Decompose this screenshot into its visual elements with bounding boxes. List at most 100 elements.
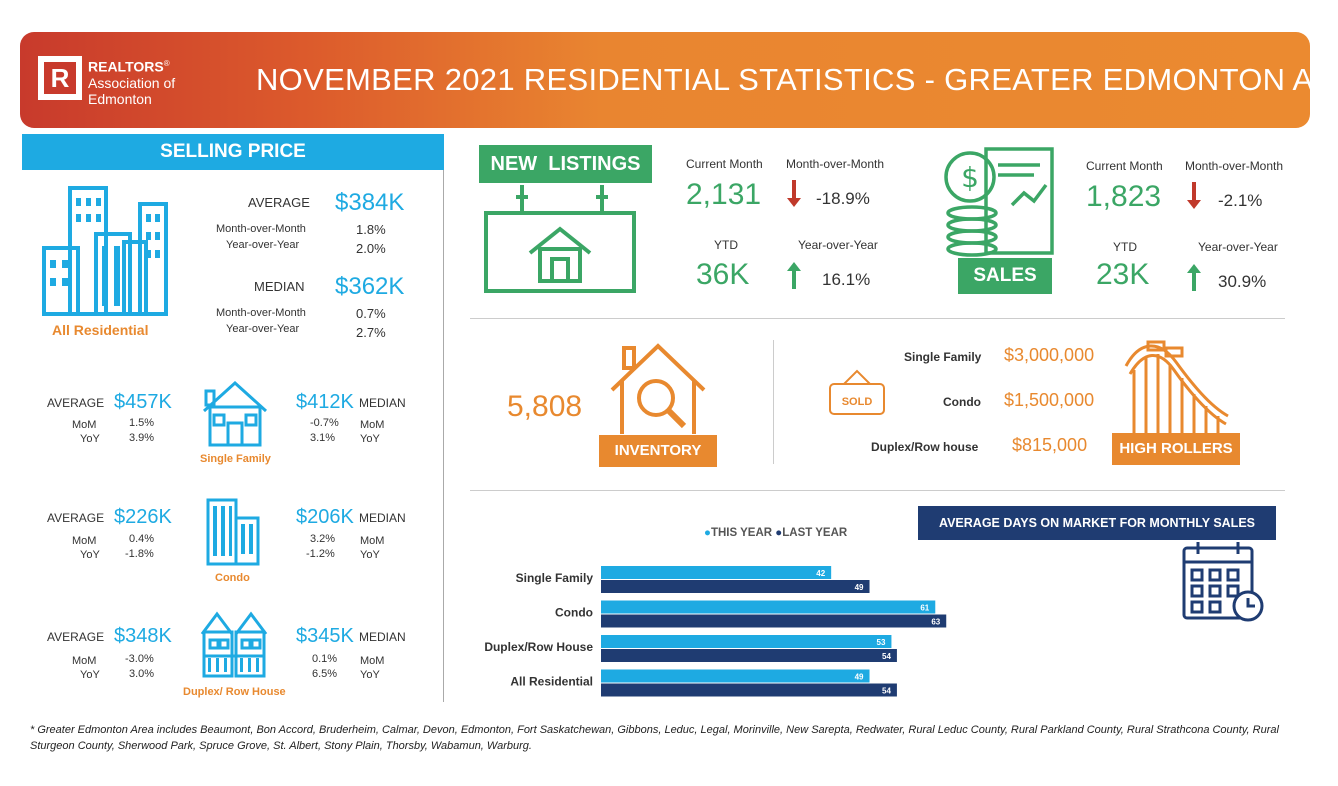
buildings-icon xyxy=(42,186,168,316)
duplex-yoy-label: YoY xyxy=(80,669,100,681)
logo-line1: REALTORS xyxy=(88,58,164,75)
page-title: NOVEMBER 2021 RESIDENTIAL STATISTICS - G… xyxy=(256,62,1338,97)
nl-mom-down-arrow-icon xyxy=(787,180,801,207)
condo-avg-mom: 0.4% xyxy=(129,533,155,545)
sales-ytd: 23K xyxy=(1096,258,1150,291)
single-family-house-icon xyxy=(202,380,268,447)
condo-med-mom-label: MoM xyxy=(360,535,385,547)
sales-mom-down-arrow-icon xyxy=(1187,182,1201,209)
sales-money-icon: $ xyxy=(944,147,1054,257)
sold-sign-icon xyxy=(829,369,885,415)
logo-text: REALTORS® Association of Edmonton xyxy=(88,56,175,107)
duplex-median: $345K xyxy=(296,625,354,647)
bar-this-year xyxy=(601,600,936,614)
hr-sf-type: Single Family xyxy=(904,350,982,364)
bar-this-year xyxy=(601,635,892,648)
sf-med-mom: -0.7% xyxy=(310,417,339,429)
condo-med-mom: 3.2% xyxy=(310,533,336,545)
selling-price-header: SELLING PRICE xyxy=(22,134,444,170)
category-label: Duplex/Row House xyxy=(484,640,593,654)
nl-ytd-label: YTD xyxy=(714,238,738,252)
sf-mom-label: MoM xyxy=(72,419,97,431)
legend-last-year-dot: ● xyxy=(775,527,783,539)
all-median-value: $362K xyxy=(335,273,405,300)
title-banner xyxy=(20,32,1310,128)
bar-last-year xyxy=(601,580,870,593)
legend-this-year-dot: ● xyxy=(704,527,711,539)
sales-yoy: 30.9% xyxy=(1218,272,1267,291)
realtors-r-icon: R xyxy=(44,62,76,94)
bar-value-label: 49 xyxy=(855,673,864,682)
nl-yoy-up-arrow-icon xyxy=(787,262,801,289)
logo-line3: Edmonton xyxy=(88,90,152,107)
condo-mom-label: MoM xyxy=(72,535,97,547)
legend-this-year: THIS YEAR xyxy=(710,527,773,539)
inventory-divider xyxy=(773,340,774,464)
condo-median: $206K xyxy=(296,506,354,528)
bar-value-label: 61 xyxy=(920,604,929,613)
bar-this-year xyxy=(601,566,832,579)
nl-ytd: 36K xyxy=(696,258,750,291)
high-rollers-label: HIGH ROLLERS xyxy=(1112,433,1240,465)
condo-med-yoy: -1.2% xyxy=(306,548,335,560)
duplex-avg-label: AVERAGE xyxy=(47,630,105,644)
sf-med-mom-label: MoM xyxy=(360,419,385,431)
bar-value-label: 54 xyxy=(882,687,891,696)
category-label: Condo xyxy=(555,606,593,620)
all-med-mom: 0.7% xyxy=(356,306,386,321)
hr-condo-price: $1,500,000 xyxy=(1004,390,1095,410)
all-med-yoy-label: Year-over-Year xyxy=(226,323,300,335)
listing-sign-icon xyxy=(484,185,636,293)
sales-mom: -2.1% xyxy=(1218,191,1263,210)
logo-line2: Association of xyxy=(88,74,176,91)
duplex-med-yoy: 6.5% xyxy=(312,668,338,680)
nl-mom: -18.9% xyxy=(816,189,870,208)
hr-duplex-price: $815,000 xyxy=(1012,435,1088,455)
condo-avg-label: AVERAGE xyxy=(47,511,105,525)
all-avg-mom: 1.8% xyxy=(356,222,386,237)
sf-avg-yoy: 3.9% xyxy=(129,432,155,444)
duplex-median-label: MEDIAN xyxy=(359,630,406,644)
condo-building-icon xyxy=(206,498,260,566)
condo-avg-yoy: -1.8% xyxy=(125,548,154,560)
all-med-yoy: 2.7% xyxy=(356,325,386,340)
inventory-label: INVENTORY xyxy=(599,435,717,467)
sf-caption: Single Family xyxy=(200,453,271,465)
sf-avg-mom: 1.5% xyxy=(129,417,155,429)
duplex-mom-label: MoM xyxy=(72,655,97,667)
sales-yoy-label: Year-over-Year xyxy=(1198,240,1278,254)
condo-yoy-label: YoY xyxy=(80,549,100,561)
hr-sf-price: $3,000,000 xyxy=(1004,345,1095,365)
logo-reg: ® xyxy=(163,59,170,68)
sales-mom-label: Month-over-Month xyxy=(1185,159,1284,173)
sf-avg-label: AVERAGE xyxy=(47,396,105,410)
legend-last-year: LAST YEAR xyxy=(782,527,848,539)
hr-condo-type: Condo xyxy=(943,395,981,409)
bar-value-label: 63 xyxy=(931,618,940,627)
svg-text:$: $ xyxy=(961,161,979,194)
inventory-house-search-icon xyxy=(610,343,706,434)
bar-this-year xyxy=(601,669,870,683)
footnote: * Greater Edmonton Area includes Beaumon… xyxy=(30,724,1279,752)
nl-current-month: 2,131 xyxy=(686,178,762,211)
sf-median-label: MEDIAN xyxy=(359,396,406,410)
section-divider-2 xyxy=(470,490,1285,491)
all-average-label: AVERAGE xyxy=(248,195,310,210)
sales-sign: SALES xyxy=(958,258,1052,294)
roller-coaster-icon xyxy=(1124,340,1229,440)
bar-last-year xyxy=(601,649,897,662)
all-residential-caption: All Residential xyxy=(52,322,149,338)
sf-med-yoy-label: YoY xyxy=(360,433,380,445)
sf-avg: $457K xyxy=(114,391,172,413)
section-divider-1 xyxy=(470,318,1285,319)
condo-caption: Condo xyxy=(215,572,250,584)
duplex-avg: $348K xyxy=(114,625,172,647)
inventory-value: 5,808 xyxy=(507,390,583,423)
bar-value-label: 49 xyxy=(855,583,864,592)
category-label: All Residential xyxy=(510,675,593,689)
hr-duplex-type: Duplex/Row house xyxy=(871,440,979,454)
duplex-avg-yoy: 3.0% xyxy=(129,668,155,680)
new-listings-sign: NEW LISTINGS xyxy=(479,145,652,183)
all-avg-mom-label: Month-over-Month xyxy=(216,223,306,235)
